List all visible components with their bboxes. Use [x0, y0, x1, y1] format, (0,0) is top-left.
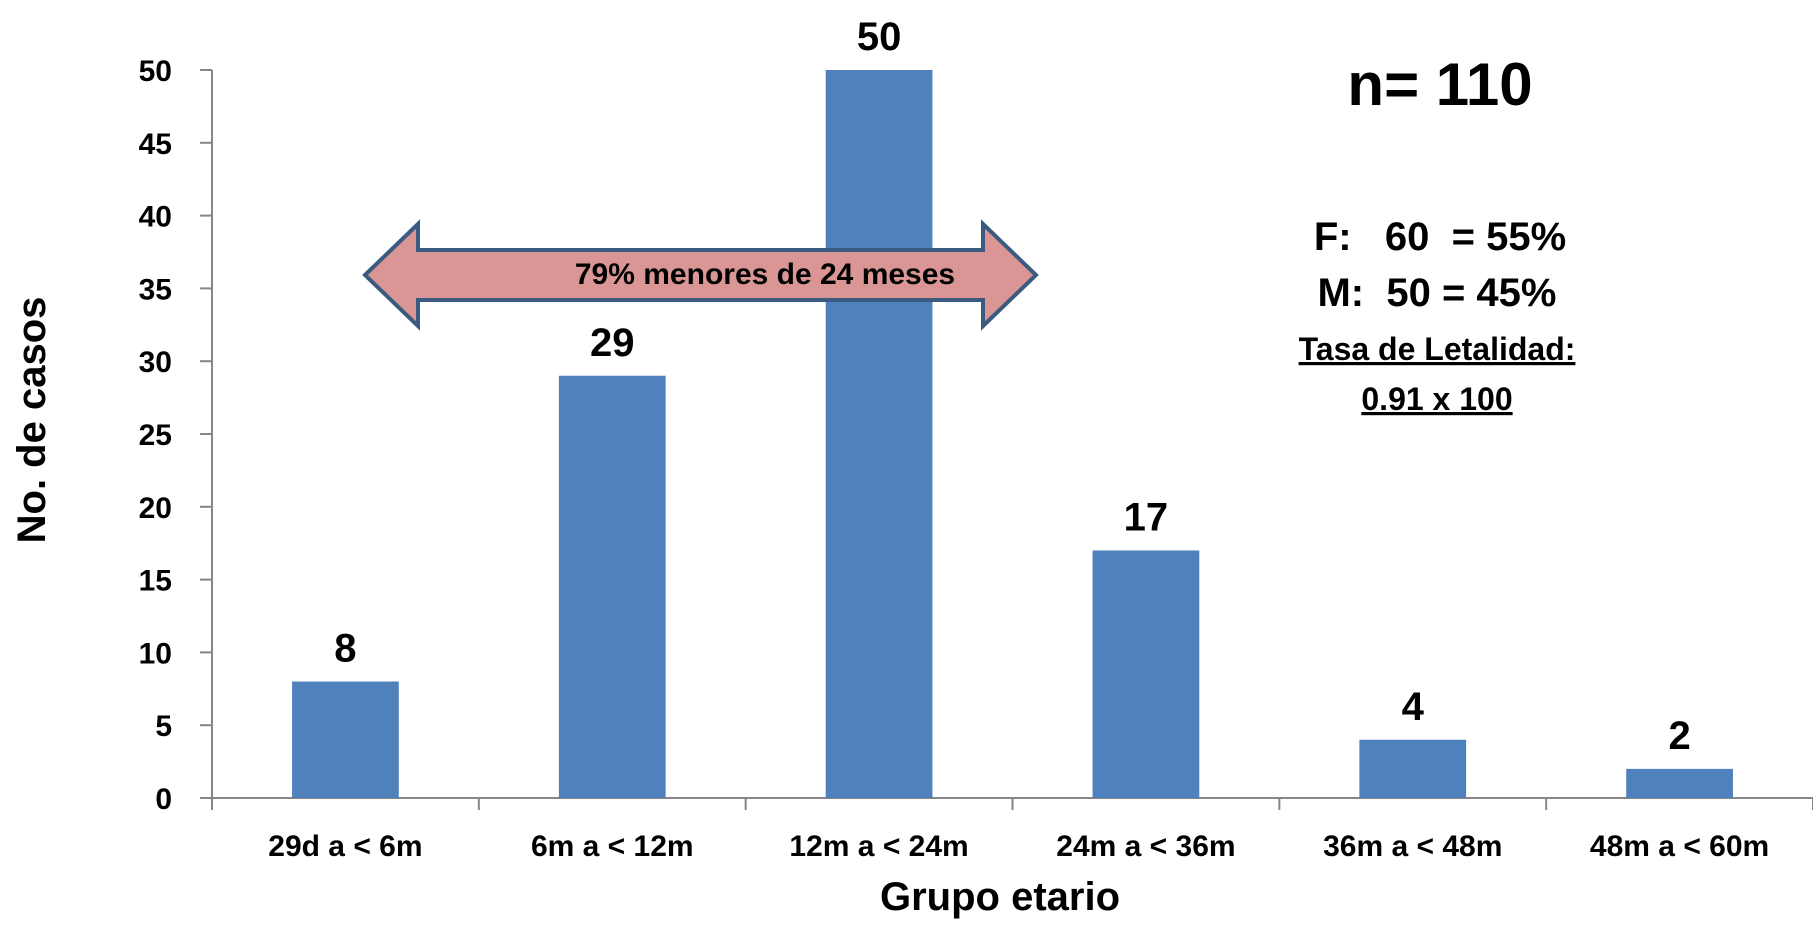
- tasa-letalidad-label: Tasa de Letalidad:: [1299, 331, 1576, 367]
- x-tick-label: 48m a < 60m: [1590, 830, 1769, 863]
- x-tick-label: 29d a < 6m: [268, 830, 422, 863]
- y-tick-label: 50: [139, 55, 172, 88]
- bar: [1092, 550, 1200, 798]
- y-tick-label: 35: [139, 273, 172, 306]
- y-tick-label: 15: [139, 565, 172, 598]
- bar-value-label: 29: [590, 321, 635, 365]
- x-tick-labels: 29d a < 6m 6m a < 12m 12m a < 24m 24m a < 3…: [268, 830, 1769, 863]
- bar: [825, 70, 933, 798]
- male-stat: M: 50 = 45%: [1317, 271, 1556, 315]
- x-tick-label: 24m a < 36m: [1056, 830, 1235, 863]
- y-axis-title: No. de casos: [10, 297, 54, 544]
- bar: [1359, 739, 1467, 798]
- x-axis-title: Grupo etario: [880, 875, 1120, 919]
- y-tick-label: 45: [139, 128, 172, 161]
- x-ticks: [211, 798, 1813, 810]
- double-arrow-shape: [362, 219, 1039, 331]
- bar: [1626, 768, 1733, 798]
- bar: [292, 681, 399, 798]
- y-tick-label: 5: [155, 710, 172, 743]
- x-tick-label: 6m a < 12m: [531, 830, 694, 863]
- y-ticks: 0 5 10 15 20 25 30 35 40 45 50: [139, 55, 212, 816]
- y-tick-label: 0: [155, 783, 172, 816]
- arrow-label: 79% menores de 24 meses: [575, 258, 955, 291]
- tasa-letalidad-value: 0.91 x 100: [1361, 381, 1512, 417]
- bar-value-label: 4: [1402, 685, 1425, 729]
- value-labels: 8 29 50 17 4 2: [334, 15, 1690, 758]
- x-tick-label: 36m a < 48m: [1323, 830, 1502, 863]
- bar: [558, 375, 666, 798]
- y-tick-label: 10: [139, 637, 172, 670]
- sample-size-label: n= 110: [1347, 51, 1532, 118]
- y-tick-label: 20: [139, 492, 172, 525]
- bar-value-label: 8: [334, 627, 356, 671]
- x-tick-label: 12m a < 24m: [789, 830, 968, 863]
- female-stat: F: 60 = 55%: [1314, 215, 1566, 259]
- y-tick-label: 25: [139, 419, 172, 452]
- bar-value-label: 50: [857, 15, 902, 59]
- y-tick-label: 30: [139, 346, 172, 379]
- bar-value-label: 17: [1124, 495, 1169, 539]
- bars: [292, 70, 1733, 798]
- bar-value-label: 2: [1668, 714, 1690, 758]
- y-tick-label: 40: [139, 201, 172, 234]
